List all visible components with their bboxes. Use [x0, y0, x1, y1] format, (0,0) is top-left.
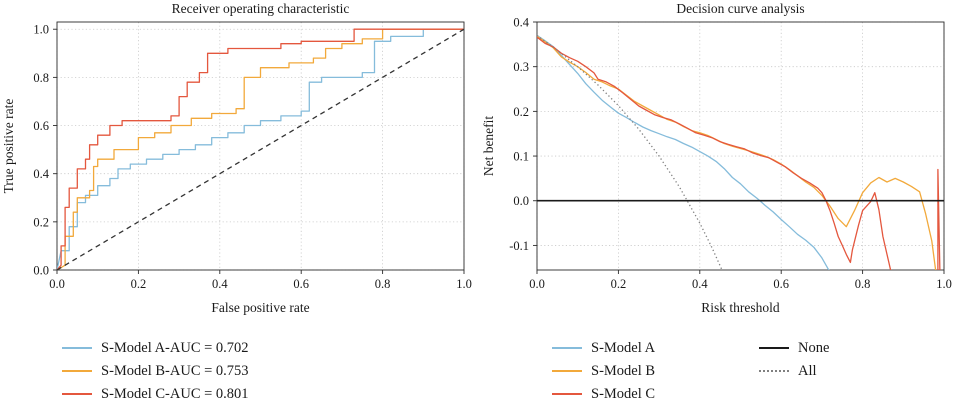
legend-item: S-Model C-AUC = 0.801 [62, 384, 249, 404]
legend-label: S-Model A-AUC = 0.702 [101, 339, 249, 356]
legend-line-swatch [62, 347, 92, 349]
roc-panel: 0.0 0.2 0.4 0.6 0.8 1.0 0.0 0.2 0.4 0.6 0.8 1.0 Rece… [0, 0, 480, 404]
roc-legend: S-Model A-AUC = 0.702 S-Model B-AUC = 0.… [62, 338, 480, 404]
svg-text:Decision curve analysis: Decision curve analysis [676, 1, 804, 16]
legend-line-swatch [552, 347, 582, 349]
dca-panel: 0.0 0.2 0.4 0.6 0.8 1.0 -0.1 0.0 0.1 0.2 0.3 0.4 Dec… [480, 0, 960, 404]
legend-item: S-Model C [552, 384, 655, 404]
svg-text:1.0: 1.0 [33, 23, 49, 37]
legend-line-swatch [759, 347, 790, 349]
legend-item: S-Model B-AUC = 0.753 [62, 361, 249, 381]
svg-text:Risk threshold: Risk threshold [701, 300, 780, 315]
svg-text:0.6: 0.6 [33, 119, 49, 133]
legend-label: S-Model C-AUC = 0.801 [101, 385, 249, 402]
svg-text:0.2: 0.2 [611, 277, 627, 291]
svg-text:0.8: 0.8 [33, 71, 49, 85]
roc-chart: 0.0 0.2 0.4 0.6 0.8 1.0 0.0 0.2 0.4 0.6 0.8 1.0 Rece… [1, 1, 472, 315]
svg-text:-0.1: -0.1 [509, 239, 529, 253]
legend-line-swatch [62, 370, 92, 372]
dca-legend: S-Model A S-Model B S-Model C None [552, 338, 960, 404]
svg-text:0.6: 0.6 [293, 277, 309, 291]
legend-item: S-Model A [552, 338, 655, 358]
svg-text:0.0: 0.0 [33, 264, 49, 278]
svg-text:0.6: 0.6 [773, 277, 789, 291]
svg-text:0.4: 0.4 [33, 167, 49, 181]
legend-label: S-Model A [591, 339, 656, 356]
svg-text:False positive rate: False positive rate [211, 300, 309, 315]
legend-line-swatch [552, 393, 582, 395]
svg-text:0.8: 0.8 [855, 277, 871, 291]
svg-text:0.2: 0.2 [33, 215, 49, 229]
svg-text:Receiver operating characteris: Receiver operating characteristic [172, 1, 350, 16]
svg-text:0.2: 0.2 [131, 277, 147, 291]
svg-text:0.1: 0.1 [513, 150, 529, 164]
legend-label: S-Model C [591, 385, 656, 402]
figure: 0.0 0.2 0.4 0.6 0.8 1.0 0.0 0.2 0.4 0.6 0.8 1.0 Rece… [0, 0, 960, 404]
svg-text:1.0: 1.0 [456, 277, 472, 291]
legend-label: S-Model B [591, 362, 656, 379]
legend-label: S-Model B-AUC = 0.753 [101, 362, 249, 379]
legend-item: S-Model B [552, 361, 655, 381]
svg-text:0.4: 0.4 [212, 277, 228, 291]
legend-line-swatch [62, 393, 92, 395]
legend-item: All [759, 361, 829, 381]
legend-label: None [798, 339, 830, 356]
svg-text:0.0: 0.0 [513, 194, 529, 208]
svg-text:Net benefit: Net benefit [481, 116, 496, 177]
svg-text:True positive rate: True positive rate [1, 99, 16, 194]
svg-text:0.4: 0.4 [692, 277, 708, 291]
dca-chart: 0.0 0.2 0.4 0.6 0.8 1.0 -0.1 0.0 0.1 0.2 0.3 0.4 Dec… [481, 1, 952, 315]
svg-text:0.0: 0.0 [529, 277, 545, 291]
svg-text:1.0: 1.0 [936, 277, 952, 291]
legend-label: All [798, 362, 817, 379]
legend-item: S-Model A-AUC = 0.702 [62, 338, 249, 358]
svg-text:0.3: 0.3 [513, 60, 529, 74]
legend-item: None [759, 338, 829, 358]
legend-line-swatch [552, 370, 582, 372]
svg-text:0.0: 0.0 [49, 277, 65, 291]
svg-text:0.8: 0.8 [375, 277, 391, 291]
svg-text:0.2: 0.2 [513, 105, 529, 119]
legend-line-swatch [759, 370, 790, 372]
svg-text:0.4: 0.4 [513, 16, 529, 30]
